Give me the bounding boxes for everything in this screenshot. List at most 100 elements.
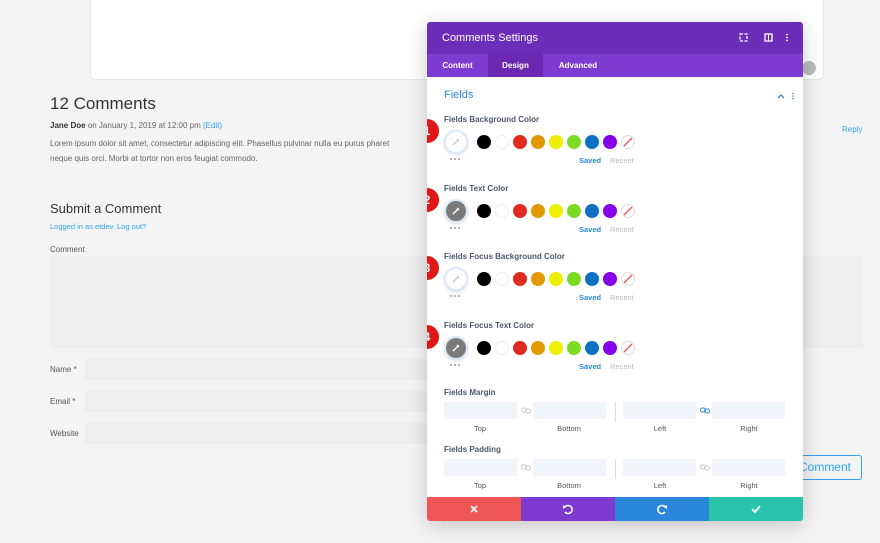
saved-tab[interactable]: Saved	[579, 156, 602, 165]
link-icon[interactable]	[521, 463, 531, 472]
spacing-input[interactable]	[444, 459, 517, 476]
comment-meta: Jane Doe on January 1, 2019 at 12:00 pm …	[50, 121, 222, 130]
recent-tab[interactable]: Recent	[610, 224, 634, 234]
recent-tab[interactable]: Recent	[610, 156, 634, 165]
spacing-input[interactable]	[533, 402, 606, 419]
edit-link[interactable]: (Edit)	[203, 121, 223, 130]
link-icon[interactable]	[700, 463, 710, 472]
color-picker[interactable]	[444, 267, 468, 291]
no-color-swatch[interactable]	[621, 341, 635, 355]
no-color-swatch[interactable]	[621, 272, 635, 286]
color-swatch[interactable]	[603, 135, 617, 149]
saved-tab[interactable]: Saved	[579, 224, 602, 234]
email-label: Email *	[50, 397, 76, 406]
undo-button[interactable]	[521, 497, 615, 521]
section-title[interactable]: Fields	[444, 89, 474, 101]
color-swatch[interactable]	[513, 203, 527, 218]
color-swatch[interactable]	[567, 135, 581, 149]
no-color-swatch[interactable]	[621, 135, 635, 149]
color-swatch[interactable]	[549, 203, 563, 218]
section-toggle[interactable]	[777, 92, 797, 100]
form-title: Submit a Comment	[50, 201, 162, 216]
color-swatch[interactable]	[477, 272, 491, 286]
color-swatch[interactable]	[603, 272, 617, 286]
color-swatch[interactable]	[549, 340, 563, 355]
comments-heading: 12 Comments	[50, 94, 156, 113]
saved-tab[interactable]: Saved	[579, 361, 602, 371]
name-label: Name *	[50, 365, 77, 374]
saved-tab[interactable]: Saved	[579, 293, 602, 302]
side-label: Left	[653, 424, 667, 433]
no-color-swatch[interactable]	[621, 204, 635, 218]
settings-panel: Comments Settings Content Design Advanced …	[427, 22, 803, 521]
color-swatch[interactable]	[567, 272, 581, 286]
color-swatch[interactable]	[531, 272, 545, 286]
logged-in[interactable]: Logged in as etdev. Log out?	[50, 222, 147, 231]
side-label: Left	[653, 481, 667, 490]
step-badge: 4	[427, 323, 440, 350]
spacing-input[interactable]	[444, 402, 517, 419]
color-swatch[interactable]	[585, 340, 599, 355]
color-swatch[interactable]	[495, 340, 509, 355]
side-label: Bottom	[557, 481, 581, 490]
option-label: Fields Focus Background Color	[444, 252, 565, 261]
side-label: Bottom	[557, 424, 581, 433]
spacing-input[interactable]	[623, 402, 696, 419]
comment-text: neque quis orci. Morbi at tortor non ero…	[50, 154, 258, 163]
comment-author: Jane Doe	[50, 121, 86, 130]
color-swatch[interactable]	[495, 272, 509, 286]
redo-button[interactable]	[615, 497, 709, 521]
color-swatch[interactable]	[513, 272, 527, 286]
color-swatch[interactable]	[585, 135, 599, 149]
color-swatch[interactable]	[549, 272, 563, 286]
color-swatch[interactable]	[549, 135, 563, 149]
color-swatch[interactable]	[603, 340, 617, 355]
link-icon[interactable]	[700, 406, 710, 415]
comment-label: Comment	[50, 245, 85, 254]
spacing-input[interactable]	[623, 459, 696, 476]
step-badge: 3	[427, 255, 440, 281]
color-swatch[interactable]	[477, 135, 491, 149]
color-swatch[interactable]	[603, 203, 617, 218]
side-label: Top	[473, 481, 487, 490]
spacing-input[interactable]	[712, 459, 785, 476]
tab[interactable]: Advanced	[558, 61, 598, 70]
color-swatch[interactable]	[585, 203, 599, 218]
color-picker[interactable]	[444, 335, 468, 360]
color-swatch[interactable]	[477, 340, 491, 355]
tab[interactable]: Design	[488, 54, 543, 77]
tab[interactable]: Content	[442, 61, 473, 70]
link-icon[interactable]	[521, 406, 531, 415]
spacing-input[interactable]	[533, 459, 606, 476]
side-label: Top	[473, 424, 487, 433]
spacing-input[interactable]	[712, 402, 785, 419]
recent-tab[interactable]: Recent	[610, 293, 634, 302]
color-swatch[interactable]	[531, 135, 545, 149]
color-swatch[interactable]	[531, 340, 545, 355]
more-dots	[449, 363, 461, 367]
color-swatch[interactable]	[477, 203, 491, 218]
color-picker[interactable]	[444, 130, 468, 154]
color-swatch[interactable]	[585, 272, 599, 286]
color-swatch[interactable]	[495, 135, 509, 149]
color-swatch[interactable]	[513, 135, 527, 149]
panel-footer	[427, 497, 803, 521]
color-swatch[interactable]	[567, 203, 581, 218]
website-input[interactable]	[85, 422, 445, 444]
color-swatch[interactable]	[531, 203, 545, 218]
header-icons[interactable]	[739, 33, 794, 43]
email-input[interactable]	[85, 390, 445, 412]
color-swatch[interactable]	[567, 340, 581, 355]
color-picker[interactable]	[444, 198, 468, 223]
recent-tab[interactable]: Recent	[610, 361, 634, 371]
color-swatch[interactable]	[495, 203, 509, 218]
name-input[interactable]	[85, 358, 445, 380]
color-swatch[interactable]	[513, 340, 527, 355]
more-dots	[449, 294, 461, 298]
website-label: Website	[50, 429, 79, 438]
save-button[interactable]	[709, 497, 803, 521]
panel-title: Comments Settings	[442, 32, 538, 44]
reply-link[interactable]: Reply	[842, 125, 863, 134]
divider	[615, 459, 616, 479]
comment-text: Lorem ipsum dolor sit amet, consectetur …	[50, 139, 390, 148]
